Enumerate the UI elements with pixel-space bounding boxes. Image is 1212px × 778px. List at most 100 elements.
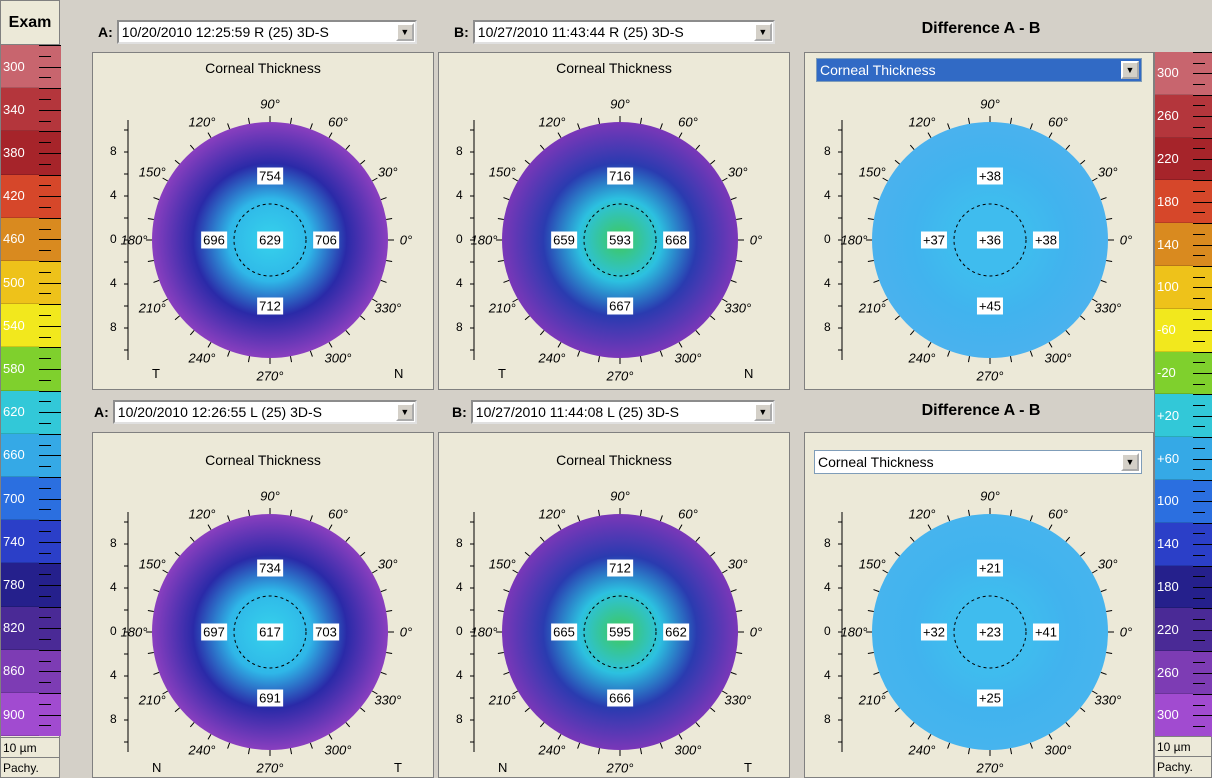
angle-label-60: 60°: [1048, 506, 1068, 522]
y-tick-label: 0: [456, 232, 463, 246]
side-label-left: T: [152, 366, 160, 381]
angle-label-180: 180°: [470, 624, 498, 640]
scale-cell: 620: [1, 390, 39, 434]
scale-cell: 300: [1155, 52, 1193, 95]
side-label-left: N: [498, 760, 508, 775]
difference-type-select-top[interactable]: Corneal Thickness ▼: [816, 58, 1142, 82]
angle-label-210: 210°: [858, 300, 886, 316]
thickness-value-right: +38: [1032, 231, 1060, 249]
central-zone-ring: [233, 595, 307, 669]
thickness-value-right: 662: [663, 623, 689, 641]
exam-a-label: A:: [94, 404, 109, 420]
map-title: Corneal Thickness: [556, 452, 672, 468]
thickness-value-left: 696: [201, 231, 227, 249]
angle-label-60: 60°: [328, 114, 348, 130]
scale-cell: -60: [1155, 308, 1193, 352]
thickness-value-right: +41: [1032, 623, 1060, 641]
chevron-down-icon[interactable]: ▼: [753, 23, 772, 41]
scale-ticks: [39, 433, 61, 477]
exam-b-value: 10/27/2010 11:44:08 L (25) 3D-S: [475, 404, 679, 420]
exam-b-value: 10/27/2010 11:43:44 R (25) 3D-S: [477, 24, 684, 40]
scale-cell: +20: [1155, 394, 1193, 438]
angle-label-30: 30°: [377, 164, 398, 180]
thickness-value-top: 712: [607, 559, 633, 577]
thickness-value-left: 697: [201, 623, 227, 641]
scale-ticks: [39, 174, 61, 218]
scale-ticks: [39, 261, 61, 305]
map-title: Corneal Thickness: [205, 452, 321, 468]
side-label-left: T: [498, 366, 506, 381]
thickness-value-left: +37: [920, 231, 948, 249]
y-tick-label: 8: [110, 144, 117, 158]
y-tick-label: 4: [824, 668, 831, 682]
scale-ticks: [39, 131, 61, 175]
y-tick-label: 0: [824, 624, 831, 638]
chevron-down-icon[interactable]: ▼: [753, 403, 772, 421]
y-tick-label: 4: [110, 276, 117, 290]
thickness-value-center: +36: [976, 231, 1004, 249]
exam-b-bottom-selector[interactable]: B: 10/27/2010 11:44:08 L (25) 3D-S ▼: [452, 398, 775, 426]
exam-a-top-selector[interactable]: A: 10/20/2010 12:25:59 R (25) 3D-S ▼: [98, 18, 417, 46]
scale-ticks: [39, 563, 61, 607]
y-tick-label: 4: [110, 668, 117, 682]
scale-ticks: [1193, 694, 1212, 737]
scale-cell: 180: [1155, 180, 1193, 224]
exam-a-label: A:: [98, 24, 113, 40]
scale-cell: 660: [1, 433, 39, 477]
thickness-value-center: +23: [976, 623, 1004, 641]
thickness-value-top: 734: [257, 559, 283, 577]
scale-cell: 100: [1155, 480, 1193, 523]
central-zone-ring: [953, 203, 1027, 277]
angle-label-0: 0°: [399, 232, 413, 248]
scale-cell: 540: [1, 304, 39, 348]
angle-label-30: 30°: [727, 556, 748, 572]
chevron-down-icon[interactable]: ▼: [395, 403, 414, 421]
thickness-value-center: 617: [257, 623, 283, 641]
angle-label-0: 0°: [1119, 232, 1133, 248]
scale-cell: 260: [1155, 651, 1193, 694]
difference-type-select-bottom[interactable]: Corneal Thickness ▼: [814, 450, 1142, 474]
angle-label-240: 240°: [538, 350, 566, 366]
map-title: Corneal Thickness: [556, 60, 672, 76]
angle-label-30: 30°: [1097, 164, 1118, 180]
left-color-scale: Exam 300 340 380 420 460 500 540 580 620 660 700 74…: [0, 0, 61, 778]
angle-label-180: 180°: [120, 624, 148, 640]
thickness-value-top: +38: [976, 167, 1004, 185]
y-tick-label: 0: [824, 232, 831, 246]
angle-label-330: 330°: [1094, 300, 1122, 316]
scale-ticks: [39, 390, 61, 434]
angle-label-120: 120°: [538, 506, 566, 522]
exam-a-bottom-selector[interactable]: A: 10/20/2010 12:26:55 L (25) 3D-S ▼: [94, 398, 417, 426]
scale-ticks: [1193, 522, 1212, 566]
scale-ticks: [1193, 52, 1212, 95]
angle-label-90: 90°: [260, 96, 280, 112]
exam-b-top-selector[interactable]: B: 10/27/2010 11:43:44 R (25) 3D-S ▼: [454, 18, 775, 46]
scale-cell: -20: [1155, 351, 1193, 395]
scale-cell: 260: [1155, 94, 1193, 138]
side-label-right: N: [394, 366, 404, 381]
exam-b-label: B:: [454, 24, 469, 40]
thickness-value-bottom: 691: [257, 689, 283, 707]
angle-label-270: 270°: [606, 760, 634, 776]
angle-label-300: 300°: [674, 742, 702, 758]
difference-type-value: Corneal Thickness: [820, 62, 936, 78]
chevron-down-icon[interactable]: ▼: [1121, 453, 1139, 471]
angle-label-210: 210°: [138, 692, 166, 708]
angle-label-0: 0°: [1119, 624, 1133, 640]
angle-label-60: 60°: [328, 506, 348, 522]
angle-label-0: 0°: [749, 624, 763, 640]
angle-label-90: 90°: [260, 488, 280, 504]
angle-label-60: 60°: [678, 114, 698, 130]
chevron-down-icon[interactable]: ▼: [395, 23, 414, 41]
scale-ticks: [39, 606, 61, 650]
angle-label-120: 120°: [908, 114, 936, 130]
angle-label-210: 210°: [138, 300, 166, 316]
angle-label-180: 180°: [120, 232, 148, 248]
angle-label-240: 240°: [188, 742, 216, 758]
scale-ticks: [1193, 651, 1212, 694]
chevron-down-icon[interactable]: ▼: [1121, 61, 1139, 79]
scale-cell: 300: [1, 45, 39, 89]
angle-label-270: 270°: [256, 760, 284, 776]
scale-ticks: [1193, 308, 1212, 352]
y-tick-label: 4: [110, 188, 117, 202]
